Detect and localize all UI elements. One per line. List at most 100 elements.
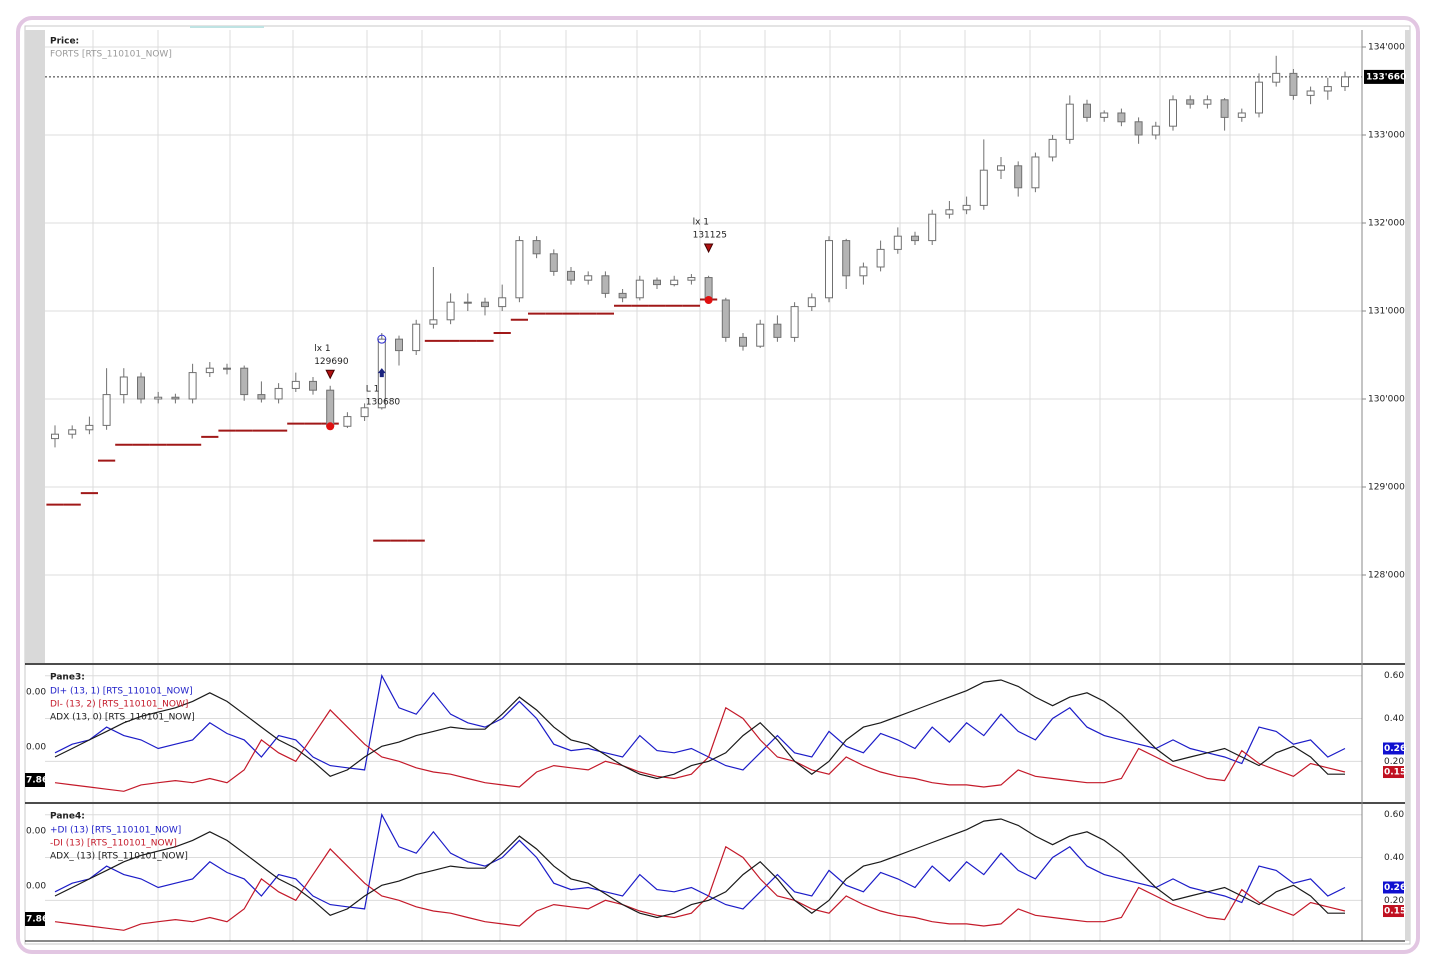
candle-body — [1117, 112, 1126, 123]
y-tick-label: 134'000 — [1368, 42, 1405, 52]
annotation-price: 131125 — [693, 230, 727, 240]
candle-body — [360, 407, 369, 418]
exit-arrow — [325, 369, 336, 380]
y-tick-label: 132'000 — [1368, 218, 1405, 228]
left-strip — [25, 30, 45, 663]
left-label: 7.86 — [26, 776, 48, 786]
y-tick-label: 130'000 — [1368, 394, 1405, 404]
candle-body — [584, 275, 593, 281]
candle-body — [739, 336, 747, 347]
candle-body — [1014, 165, 1023, 189]
exit-marker — [326, 422, 335, 431]
candle-body — [567, 270, 575, 281]
legend-entry: DI+ (13, 1) [RTS_110101_NOW] — [50, 687, 193, 697]
legend-entry: -DI (13) [RTS_110101_NOW] — [50, 839, 177, 849]
exit-marker — [704, 295, 713, 304]
candle-body — [1341, 76, 1349, 88]
candle-body — [756, 323, 765, 347]
candle-body — [188, 372, 197, 400]
candle-body — [790, 306, 799, 338]
value-badge-label: 0.15 — [1384, 768, 1406, 778]
candle-body — [1151, 125, 1160, 136]
y-tick-label: 131'000 — [1368, 306, 1405, 316]
pane-title: Pane4: — [50, 812, 85, 822]
legend-entry: +DI (13) [RTS_110101_NOW] — [50, 826, 181, 836]
pane-title: Price: — [50, 37, 79, 47]
candle-body — [481, 301, 489, 308]
candle-body — [1134, 121, 1143, 136]
candle-body — [326, 389, 335, 427]
candle-body — [721, 299, 730, 338]
entry-arrow — [377, 368, 386, 378]
left-label: 0.00 — [26, 688, 46, 698]
last-price-label: 133'660 — [1366, 72, 1406, 82]
value-badge — [1383, 766, 1404, 779]
candle-body — [618, 292, 627, 299]
candle-body — [928, 213, 937, 242]
candle-body — [962, 204, 971, 211]
candle-body — [1203, 99, 1212, 105]
candle-body — [979, 169, 988, 206]
data-layer — [45, 55, 1362, 931]
candle-body — [395, 338, 403, 352]
candle-body — [1031, 156, 1040, 189]
candle-body — [1289, 72, 1298, 96]
candle-body — [1306, 90, 1315, 96]
y-tick-label: 0.20 — [1384, 896, 1404, 906]
candle-body — [515, 240, 524, 299]
left-label: 0.00 — [26, 743, 46, 753]
left-label: 7.86 — [26, 915, 48, 925]
candle-body — [653, 279, 661, 286]
candle-body — [1237, 112, 1246, 118]
candle-body — [549, 253, 558, 272]
candle-body — [1186, 99, 1195, 105]
y-tick-label: 0.40 — [1384, 714, 1404, 724]
candle-body — [687, 277, 696, 281]
y-tick-label: 128'000 — [1368, 570, 1405, 580]
candle-body — [51, 433, 59, 440]
candle-body — [223, 367, 231, 370]
indicator-line — [54, 818, 1345, 919]
left-badge — [25, 912, 45, 926]
candle-body — [463, 301, 472, 304]
candle-body — [1083, 103, 1091, 118]
candle-body — [119, 376, 128, 396]
candle-body — [842, 240, 851, 277]
candle-body — [1100, 112, 1109, 118]
legend-entry: DI- (13, 2) [RTS_110101_NOW] — [50, 700, 188, 710]
y-tick-label: 129'000 — [1368, 482, 1405, 492]
candle-body — [997, 165, 1005, 171]
value-badge-label: 0.15 — [1384, 907, 1406, 917]
candle-body — [68, 429, 77, 435]
candle-body — [154, 396, 163, 400]
candle-body — [1272, 72, 1281, 83]
indicator-line — [54, 679, 1345, 780]
y-tick-label: 0.40 — [1384, 853, 1404, 863]
candle-body — [137, 376, 145, 400]
value-badge — [1383, 742, 1404, 755]
annotation-price: 130680 — [366, 398, 401, 408]
annotation-label: lx 1 — [693, 217, 709, 227]
value-badge-label: 0.26 — [1384, 744, 1406, 754]
scroll-indicator — [190, 26, 264, 28]
candle-body — [343, 416, 352, 427]
candle-body — [1169, 99, 1177, 127]
legend-entry: ADX (13, 0) [RTS_110101_NOW] — [50, 713, 195, 723]
candle-body — [1065, 103, 1074, 140]
y-tick-label: 0.60 — [1384, 810, 1404, 820]
last-price-badge — [1364, 69, 1404, 84]
left-badge — [25, 773, 45, 787]
indicator-line — [54, 706, 1346, 792]
y-tick-label: 0.20 — [1384, 757, 1404, 767]
pane-title: Pane3: — [50, 673, 85, 683]
candle-body — [171, 396, 180, 400]
y-tick-label: 133'000 — [1368, 130, 1405, 140]
candle-body — [412, 323, 421, 352]
annotation-price: 129690 — [314, 357, 349, 367]
candle-body — [635, 279, 644, 299]
left-label: 0.00 — [26, 827, 46, 837]
annotation-label: L 1 — [366, 385, 380, 395]
candle-body — [807, 297, 816, 308]
